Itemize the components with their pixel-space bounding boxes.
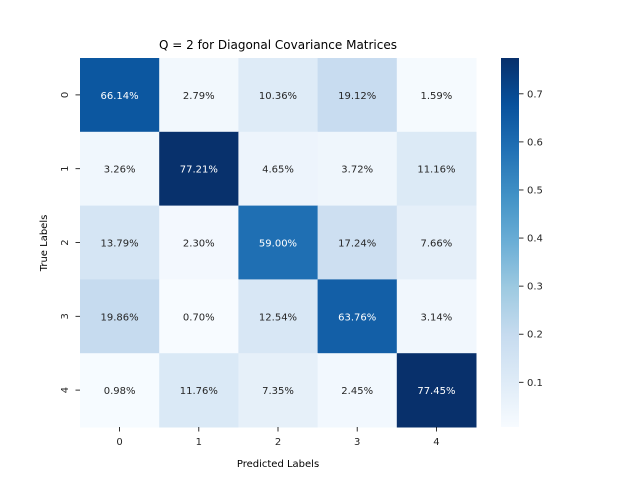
- cell-label-1-0: 3.26%: [104, 165, 136, 176]
- x-tick-label-4: 4: [433, 437, 439, 448]
- heatmap-cells: [80, 58, 477, 428]
- y-tick-label-2: 2: [60, 239, 71, 245]
- cell-label-0-4: 1.59%: [421, 91, 453, 102]
- colorbar-tick-label-6: 0.7: [527, 89, 543, 100]
- y-tick-label-3: 3: [60, 313, 71, 319]
- cell-label-3-2: 12.54%: [259, 312, 297, 323]
- heatmap-cell-2-4: [396, 205, 477, 280]
- cell-label-4-4: 77.45%: [417, 386, 455, 397]
- cell-label-0-3: 19.12%: [338, 91, 376, 102]
- cell-label-1-1: 77.21%: [180, 165, 218, 176]
- heatmap-cell-3-4: [396, 279, 477, 354]
- heatmap-cell-4-2: [238, 353, 319, 428]
- heatmap-cell-1-0: [80, 131, 160, 207]
- heatmap-cell-3-1: [159, 279, 239, 354]
- cell-label-2-3: 17.24%: [338, 239, 376, 250]
- x-tick-label-2: 2: [275, 437, 281, 448]
- heatmap-cell-4-3: [317, 353, 398, 428]
- heatmap-cell-1-3: [317, 131, 398, 207]
- cell-label-0-2: 10.36%: [259, 91, 297, 102]
- heatmap-cell-3-0: [80, 279, 160, 354]
- heatmap-cell-1-4: [396, 131, 477, 207]
- cell-label-3-3: 63.76%: [338, 312, 376, 323]
- colorbar-tick-label-5: 0.6: [527, 137, 543, 148]
- cell-label-2-0: 13.79%: [101, 239, 139, 250]
- heatmap-cell-2-1: [159, 205, 239, 280]
- cell-label-1-4: 11.16%: [417, 165, 455, 176]
- heatmap-cell-2-0: [80, 205, 160, 280]
- heatmap-cell-1-1: [159, 131, 239, 207]
- x-tick-label-1: 1: [196, 437, 202, 448]
- colorbar-tick-label-1: 0.2: [527, 330, 543, 341]
- heatmap-cell-3-3: [317, 279, 398, 354]
- cell-label-2-2: 59.00%: [259, 239, 297, 250]
- cell-label-4-0: 0.98%: [104, 386, 136, 397]
- cell-label-1-2: 4.65%: [262, 165, 294, 176]
- cell-label-4-2: 7.35%: [262, 386, 294, 397]
- x-axis-ticks: 0 1 2 3 4: [116, 427, 440, 448]
- cell-label-4-1: 11.76%: [180, 386, 218, 397]
- heatmap-cell-4-0: [80, 353, 160, 428]
- cell-label-3-0: 19.86%: [101, 312, 139, 323]
- x-axis-label: Predicted Labels: [237, 459, 319, 470]
- heatmap-cell-1-2: [238, 131, 319, 207]
- y-axis-ticks: 0 1 2 3 4: [60, 92, 80, 393]
- colorbar-ticks: 0.1 0.2 0.3 0.4 0.5 0.6 0.7: [519, 89, 543, 389]
- heatmap-cell-4-4: [396, 353, 477, 428]
- heatmap-cell-3-2: [238, 279, 319, 354]
- heatmap-cell-4-1: [159, 353, 239, 428]
- cell-label-0-1: 2.79%: [183, 91, 215, 102]
- colorbar-tick-label-2: 0.3: [527, 282, 543, 293]
- cell-label-1-3: 3.72%: [341, 165, 373, 176]
- cell-label-0-0: 66.14%: [101, 91, 139, 102]
- colorbar-tick-label-3: 0.4: [527, 234, 543, 245]
- x-tick-label-3: 3: [354, 437, 360, 448]
- colorbar: [501, 58, 519, 427]
- x-tick-label-0: 0: [116, 437, 122, 448]
- heatmap-cell-2-3: [317, 205, 398, 280]
- heatmap-cell-0-2: [238, 58, 319, 133]
- y-axis-label: True Labels: [39, 215, 50, 273]
- heatmap-cell-0-0: [80, 58, 160, 133]
- heatmap-cell-2-2: [238, 205, 319, 280]
- cell-label-2-4: 7.66%: [421, 239, 453, 250]
- y-tick-label-4: 4: [60, 387, 71, 393]
- heatmap-cell-labels: 66.14% 2.79% 10.36% 19.12% 1.59% 3.26% 77.21% 4…: [101, 91, 456, 397]
- heatmap-cell-0-1: [159, 58, 239, 133]
- heatmap-cell-0-3: [317, 58, 398, 133]
- cell-label-3-1: 0.70%: [183, 312, 215, 323]
- heatmap-cell-0-4: [396, 58, 477, 133]
- cell-label-2-1: 2.30%: [183, 239, 215, 250]
- chart-title: Q = 2 for Diagonal Covariance Matrices: [159, 38, 397, 52]
- colorbar-tick-label-4: 0.5: [527, 185, 543, 196]
- colorbar-tick-label-0: 0.1: [527, 378, 543, 389]
- cell-label-3-4: 3.14%: [421, 312, 453, 323]
- cell-label-4-3: 2.45%: [341, 386, 373, 397]
- y-tick-label-1: 1: [60, 166, 71, 172]
- y-tick-label-0: 0: [60, 92, 71, 98]
